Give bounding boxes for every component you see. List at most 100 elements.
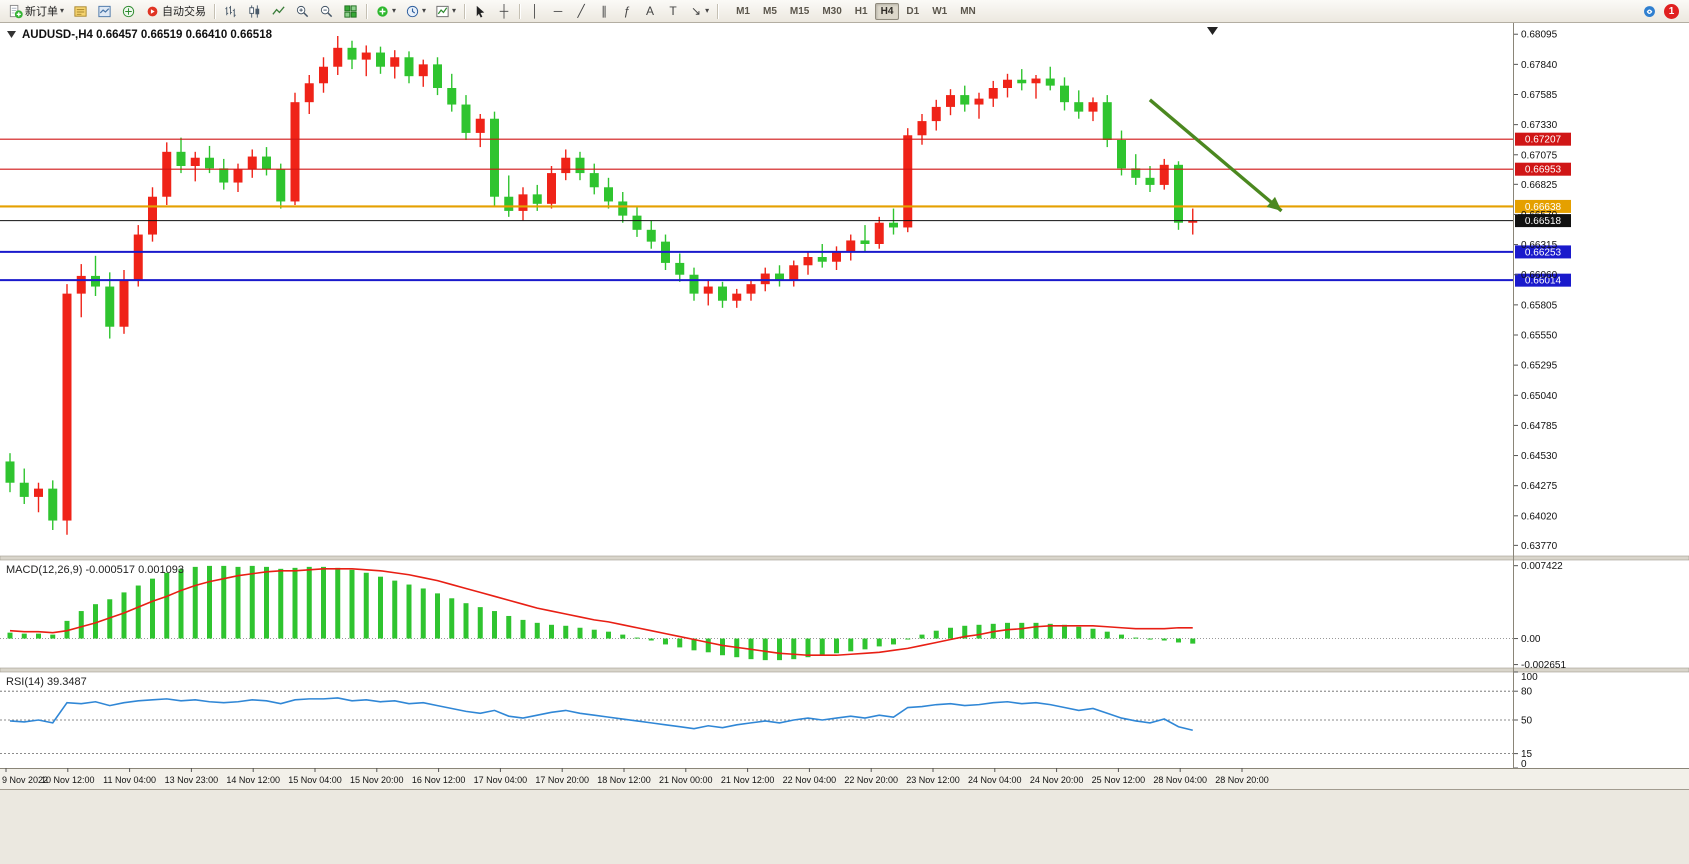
one-click-trading-toggle[interactable] [7,31,16,38]
candle-body [48,488,58,521]
macd-histogram-bar [306,566,312,639]
chart-area[interactable]: 0.67207 0.66953 0.66638 0.66518 0.66253 0.660… [0,23,1689,859]
price-tick-label: 0.66825 [1521,180,1558,191]
macd-histogram-bar [805,638,811,658]
zoom-out-button[interactable] [315,1,338,21]
label-tool-icon: T [669,4,677,18]
macd-histogram-bar [634,637,640,639]
tile-windows-button[interactable] [339,1,362,21]
horizontal-price-lines[interactable]: 0.67207 0.66953 0.66638 0.66518 0.66253 0.660… [0,132,1571,287]
candle-body [803,257,813,266]
bar-chart-type-button[interactable] [219,1,242,21]
rsi-axis-label: 100 [1521,672,1538,683]
candle-body [62,293,72,521]
toolbar-separator [214,3,216,19]
candle-body [176,151,186,166]
candle-body [276,169,286,202]
label-tool-button[interactable]: T [662,1,684,21]
candle-body [1017,79,1027,84]
community-button[interactable] [1638,1,1661,21]
macd-histogram-bar [791,638,797,660]
price-line-label-text: 0.66953 [1525,165,1562,176]
market-watch-button[interactable] [69,1,92,21]
chart-shift-marker[interactable] [1207,27,1218,35]
time-axis[interactable] [0,768,1689,789]
candle-body [504,196,514,211]
macd-histogram-bar [107,599,113,639]
crosshair-icon: ┼ [499,4,509,18]
time-tick-label: 22 Nov 20:00 [844,775,898,785]
timeframe-button-d1[interactable]: D1 [906,5,920,17]
candle-body [917,121,927,136]
navigator-button[interactable] [117,1,140,21]
zoom-out-icon [320,5,333,17]
macd-histogram-bar [577,627,583,639]
templates-button[interactable]: ▾ [431,1,460,21]
timeframe-button-w1[interactable]: W1 [932,5,948,17]
trendline-tool-button[interactable]: ╱ [570,1,592,21]
line-chart-type-button[interactable] [267,1,290,21]
macd-histogram-bar [1104,631,1110,639]
macd-histogram-bar [591,629,597,639]
timeframe-button-h1[interactable]: H1 [854,5,868,17]
candle-body [5,461,15,483]
time-tick-label: 18 Nov 12:00 [597,775,651,785]
channel-tool-button[interactable]: ∥ [593,1,615,21]
macd-histogram-bar [1119,634,1124,639]
cursor-button[interactable] [469,1,492,21]
candle-body [105,286,115,327]
price-tick-label: 0.67840 [1521,60,1558,71]
candle-body [1145,177,1155,185]
candle-body [561,157,571,174]
candle-body [1060,85,1069,103]
macd-histogram-bar [121,592,127,639]
timeframe-button-m30[interactable]: M30 [822,5,842,17]
macd-histogram-bar [406,584,412,639]
candle-body [119,279,129,327]
crosshair-button[interactable]: ┼ [493,1,515,21]
macd-histogram-bar [93,604,98,639]
main-chart-panel[interactable] [0,23,1689,556]
text-tool-button[interactable]: A [639,1,661,21]
periods-button[interactable]: ▾ [401,1,430,21]
vertical-line-tool-button[interactable]: │ [524,1,546,21]
price-tick-label: 0.64785 [1521,421,1558,432]
candle-body [1131,168,1141,178]
trend-arrow-annotation[interactable] [1148,98,1283,213]
notification-badge[interactable]: 1 [1664,3,1679,19]
tile-windows-icon [344,4,357,18]
fibonacci-tool-button[interactable]: ƒ [616,1,638,21]
arrows-tool-button[interactable]: ↘ ▾ [685,1,713,21]
horizontal-line-tool-button[interactable]: ─ [547,1,569,21]
price-tick-label: 0.65805 [1521,300,1558,311]
time-tick-label: 17 Nov 20:00 [535,775,589,785]
new-order-label: 新订单 [25,6,58,18]
macd-histogram-bar [620,634,626,639]
data-window-button[interactable] [93,1,116,21]
timeframe-button-h4[interactable]: H4 [874,2,900,20]
candle-body [1174,164,1183,223]
timeframe-button-mn[interactable]: MN [960,5,976,17]
macd-histogram-bar [221,565,227,639]
macd-histogram-bar [948,627,953,639]
zoom-in-button[interactable] [291,1,314,21]
auto-trading-button[interactable]: 自动交易 [141,1,210,21]
candle-body [390,57,400,67]
candlestick-chart-type-button[interactable] [243,1,266,21]
candle-body [490,118,499,197]
fibonacci-icon: ƒ [623,4,631,18]
timeframe-button-m15[interactable]: M15 [789,5,810,17]
new-order-button[interactable]: 新订单 ▾ [4,1,68,21]
macd-histogram-bar [1033,622,1039,639]
price-line-label-text: 0.66253 [1525,247,1562,258]
channel-icon: ∥ [601,4,608,18]
panel-splitter[interactable] [0,667,1689,673]
timeframe-button-m5[interactable]: M5 [762,5,777,17]
indicators-button[interactable]: ▾ [371,1,400,21]
price-tick-label: 0.65295 [1521,361,1558,372]
macd-histogram-bar [919,634,925,639]
panel-splitter[interactable] [0,555,1689,561]
price-line-label-text: 0.67207 [1525,135,1562,146]
macd-histogram-bar [663,638,668,645]
timeframe-button-m1[interactable]: M1 [736,5,750,17]
